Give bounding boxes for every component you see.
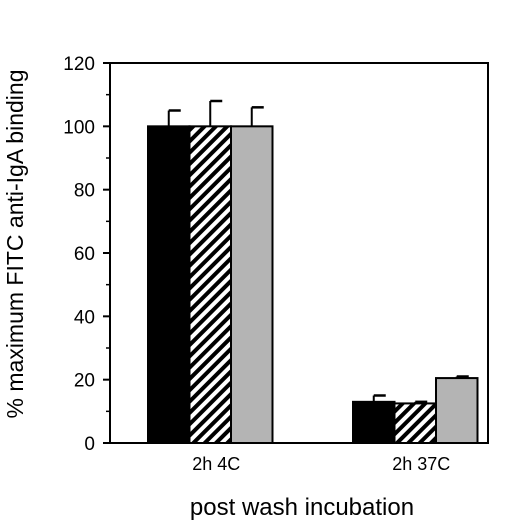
axes: 0 20 40 60 80 100 120 2h 4C 2h 37C <box>63 54 489 474</box>
bars <box>147 99 479 445</box>
bar-4c-solid-gray <box>230 125 274 444</box>
y-tick-label: 20 <box>74 371 95 392</box>
x-axis-label: post wash incubation <box>190 494 414 521</box>
bar-37c-solid-gray <box>435 377 479 445</box>
y-tick-label: 80 <box>74 181 95 202</box>
y-tick-label: 40 <box>74 307 95 328</box>
bar-37c-solid-black <box>352 400 396 445</box>
y-tick-label: 120 <box>63 54 95 75</box>
category-label: 2h 37C <box>392 454 450 474</box>
y-tick-label: 60 <box>74 244 95 265</box>
labels: % maximum FITC anti-IgA binding post was… <box>2 70 414 521</box>
category-label: 2h 4C <box>192 454 240 474</box>
bar-4c-diagonal-hatch <box>188 125 232 444</box>
y-tick-label: 0 <box>84 434 95 455</box>
y-axis-label: % maximum FITC anti-IgA binding <box>2 70 28 419</box>
bar-4c-solid-black <box>147 125 191 444</box>
bar-37c-diagonal-hatch <box>393 402 437 444</box>
y-tick-label: 100 <box>63 117 95 138</box>
